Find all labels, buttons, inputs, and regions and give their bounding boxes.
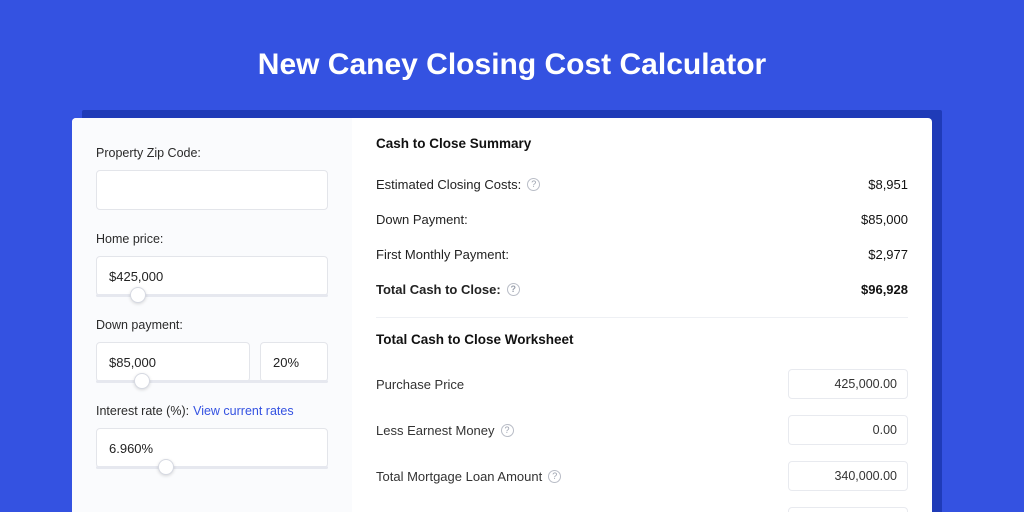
slider-track (96, 466, 328, 469)
zip-field: Property Zip Code: (96, 146, 328, 210)
slider-track (96, 380, 328, 383)
home-price-label: Home price: (96, 232, 328, 246)
summary-total-value: $96,928 (861, 282, 908, 297)
worksheet-input-mortgage-amount[interactable] (788, 461, 908, 491)
summary-title: Cash to Close Summary (376, 136, 908, 151)
view-rates-link[interactable]: View current rates (193, 404, 294, 418)
down-payment-pct-input[interactable] (260, 342, 328, 382)
help-icon[interactable] (548, 470, 561, 483)
worksheet-label: Less Earnest Money (376, 423, 495, 438)
input-column: Property Zip Code: Home price: Down paym… (72, 118, 352, 512)
worksheet-block: Total Cash to Close Worksheet Purchase P… (376, 332, 908, 512)
calculator-panel: Property Zip Code: Home price: Down paym… (72, 118, 932, 512)
summary-label: Down Payment: (376, 212, 468, 227)
worksheet-label: Total Mortgage Loan Amount (376, 469, 542, 484)
worksheet-input-purchase-price[interactable] (788, 369, 908, 399)
worksheet-title: Total Cash to Close Worksheet (376, 332, 908, 347)
zip-label: Property Zip Code: (96, 146, 328, 160)
interest-rate-input[interactable] (96, 428, 328, 468)
worksheet-row-earnest-money: Less Earnest Money (376, 407, 908, 453)
summary-value: $8,951 (868, 177, 908, 192)
down-payment-label: Down payment: (96, 318, 328, 332)
slider-thumb[interactable] (158, 459, 174, 475)
help-icon[interactable] (501, 424, 514, 437)
summary-row-closing-costs: Estimated Closing Costs: $8,951 (376, 167, 908, 202)
worksheet-row-second-mortgage: Total Second Mortgage Amount (376, 499, 908, 512)
page-title: New Caney Closing Cost Calculator (0, 0, 1024, 110)
interest-rate-field: Interest rate (%): View current rates (96, 404, 328, 468)
results-column: Cash to Close Summary Estimated Closing … (352, 118, 932, 512)
zip-input[interactable] (96, 170, 328, 210)
interest-rate-label-text: Interest rate (%): (96, 404, 189, 418)
summary-label: Estimated Closing Costs: (376, 177, 521, 192)
worksheet-label: Purchase Price (376, 377, 464, 392)
home-price-field: Home price: (96, 232, 328, 296)
down-payment-input[interactable] (96, 342, 250, 382)
interest-rate-label: Interest rate (%): View current rates (96, 404, 328, 418)
down-payment-field: Down payment: (96, 318, 328, 382)
panel-shadow: Property Zip Code: Home price: Down paym… (82, 110, 942, 512)
summary-label: First Monthly Payment: (376, 247, 509, 262)
summary-value: $2,977 (868, 247, 908, 262)
summary-total-label: Total Cash to Close: (376, 282, 501, 297)
summary-value: $85,000 (861, 212, 908, 227)
summary-block: Cash to Close Summary Estimated Closing … (376, 136, 908, 318)
summary-row-first-payment: First Monthly Payment: $2,977 (376, 237, 908, 272)
summary-row-total: Total Cash to Close: $96,928 (376, 272, 908, 307)
help-icon[interactable] (527, 178, 540, 191)
worksheet-input-second-mortgage[interactable] (788, 507, 908, 512)
slider-thumb[interactable] (134, 373, 150, 389)
worksheet-input-earnest-money[interactable] (788, 415, 908, 445)
worksheet-row-purchase-price: Purchase Price (376, 361, 908, 407)
worksheet-row-mortgage-amount: Total Mortgage Loan Amount (376, 453, 908, 499)
help-icon[interactable] (507, 283, 520, 296)
summary-row-down-payment: Down Payment: $85,000 (376, 202, 908, 237)
slider-thumb[interactable] (130, 287, 146, 303)
